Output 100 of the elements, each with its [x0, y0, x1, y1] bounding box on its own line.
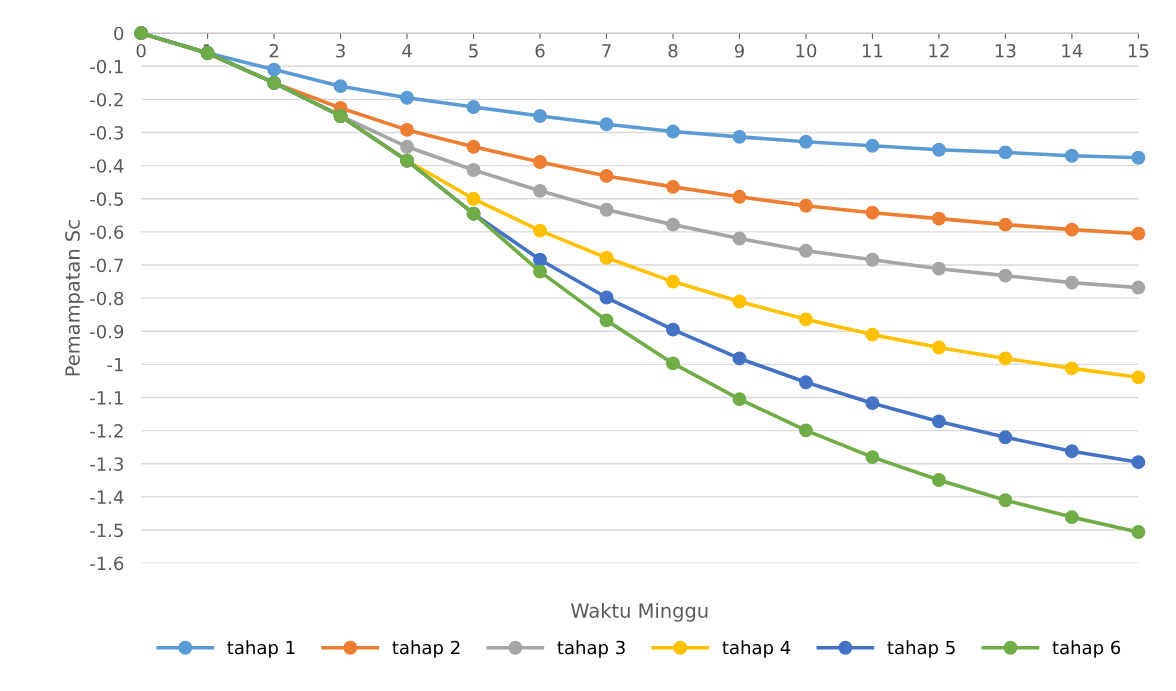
y-tick-label: -0.6: [90, 225, 124, 240]
point: [865, 205, 880, 220]
point: [1064, 275, 1079, 290]
point: [466, 163, 481, 177]
point: [666, 179, 680, 194]
point: [1131, 226, 1146, 241]
x-tick-label: 15: [1128, 44, 1149, 58]
x-tick-label: 2: [269, 43, 279, 58]
point: [599, 313, 614, 328]
y-tick-label: -1.1: [90, 391, 123, 405]
y-tick-label: -0.9: [90, 324, 124, 339]
point: [666, 322, 680, 337]
point: [666, 274, 680, 289]
point: [466, 139, 481, 154]
y-tick-label: -0.7: [90, 258, 123, 273]
point: [865, 138, 880, 153]
point: [333, 79, 348, 94]
x-tick-label: 14: [1062, 44, 1083, 58]
point: [799, 243, 813, 258]
point: [1064, 510, 1079, 525]
point: [533, 183, 547, 198]
point: [599, 168, 614, 183]
x-tick-label: 12: [929, 43, 949, 58]
x-tick-label: 0: [136, 43, 146, 58]
point: [1131, 280, 1146, 295]
x-tick-label: 11: [862, 44, 883, 58]
point: [400, 139, 414, 154]
point: [1131, 455, 1146, 470]
point: [865, 252, 880, 267]
x-tick-label: 10: [796, 43, 817, 58]
point: [533, 252, 547, 267]
legend-label: tahap 2: [392, 640, 460, 658]
y-axis-title: Pemampatan Sc: [65, 220, 84, 376]
point: [732, 189, 747, 204]
y-tick-label: -1.4: [90, 490, 124, 504]
point: [267, 62, 282, 77]
point: [998, 217, 1013, 232]
point: [1064, 222, 1079, 237]
point: [1064, 148, 1079, 163]
legend-label: tahap 1: [227, 640, 295, 658]
point: [931, 211, 946, 226]
point: [533, 223, 547, 238]
point: [1131, 150, 1146, 165]
x-axis-title: Waktu Minggu: [570, 602, 708, 622]
point: [599, 117, 614, 132]
point: [666, 217, 680, 232]
point: [799, 312, 813, 327]
y-tick-label: -0.2: [90, 92, 123, 107]
y-tick-label: -1.3: [90, 457, 124, 471]
legend-label: tahap 4: [722, 640, 791, 658]
point: [599, 202, 614, 217]
point: [400, 122, 414, 137]
point: [599, 290, 614, 305]
y-tick-label: 0: [114, 26, 124, 41]
x-tick-label: 6: [535, 43, 545, 58]
legend-label: tahap 5: [887, 640, 955, 658]
point: [1131, 525, 1146, 539]
point: [466, 100, 481, 114]
y-tick-label: -1.6: [90, 556, 124, 571]
point: [732, 129, 747, 144]
point: [931, 473, 946, 487]
point: [599, 250, 614, 265]
point: [931, 414, 946, 429]
y-tick-label: -0.3: [90, 126, 124, 140]
point: [732, 231, 747, 246]
point: [931, 142, 946, 157]
point: [666, 124, 680, 139]
x-tick-label: 8: [668, 43, 678, 58]
legend-label: tahap 6: [1052, 640, 1121, 658]
y-tick-label: -0.5: [90, 192, 123, 206]
point: [533, 109, 547, 123]
point: [799, 375, 813, 390]
y-tick-label: -0.8: [90, 291, 124, 306]
point: [998, 145, 1013, 160]
y-tick-label: -1.2: [90, 424, 123, 438]
point: [799, 134, 813, 149]
y-tick-label: -1: [107, 358, 123, 372]
point: [732, 351, 747, 366]
y-tick-label: -1.5: [90, 523, 123, 538]
x-tick-label: 3: [336, 43, 345, 58]
point: [931, 340, 946, 355]
point: [1064, 444, 1079, 459]
point: [466, 191, 481, 206]
point: [533, 264, 547, 279]
point: [1064, 361, 1079, 376]
y-tick-label: -0.4: [90, 159, 124, 173]
point: [732, 392, 747, 407]
point: [865, 450, 880, 465]
point: [799, 423, 813, 438]
y-tick-label: -0.1: [90, 59, 123, 74]
point: [998, 493, 1013, 508]
point: [865, 396, 880, 411]
point: [1131, 370, 1146, 385]
point: [400, 90, 414, 105]
x-tick-label: 9: [734, 43, 744, 58]
point: [998, 268, 1013, 283]
x-tick-label: 4: [402, 44, 412, 58]
x-tick-label: 5: [469, 44, 478, 58]
point: [666, 356, 680, 371]
point: [533, 155, 547, 169]
